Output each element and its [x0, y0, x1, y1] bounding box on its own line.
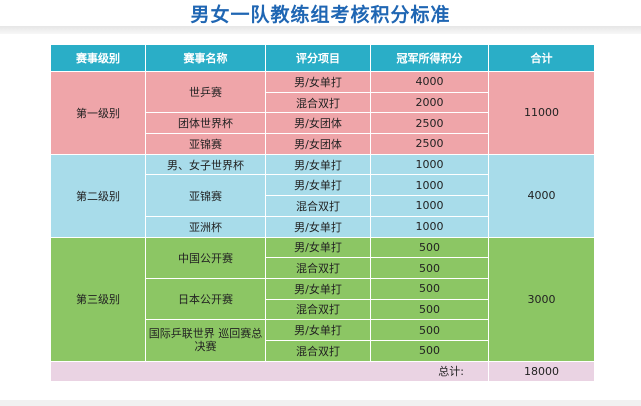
header-total: 合计 [488, 44, 595, 72]
subtotal-cell: 4000 [488, 153, 595, 238]
item-cell: 男/女单打 [265, 236, 371, 259]
event-cell: 世乒赛 [145, 70, 266, 114]
event-cell: 男、女子世界杯 [145, 153, 266, 176]
item-cell: 男/女单打 [265, 319, 371, 341]
points-cell: 2500 [370, 133, 489, 155]
points-cell: 2000 [370, 91, 489, 114]
table-row: 第三级别 中国公开赛 男/女单打 500 3000 [50, 236, 595, 362]
bottom-band [0, 400, 641, 406]
header-points: 冠军所得积分 [370, 44, 489, 72]
points-cell: 500 [370, 277, 489, 300]
points-cell: 2500 [370, 112, 489, 135]
points-cell: 1000 [370, 153, 489, 176]
level-cell: 第二级别 [50, 153, 146, 238]
item-cell: 混合双打 [265, 298, 371, 321]
event-cell: 国际乒联世界 巡回赛总决赛 [145, 319, 266, 362]
scoring-table: 赛事级别 赛事名称 评分项目 冠军所得积分 合计 第一级别 世乒赛 男/女单打 … [50, 44, 595, 382]
total-row: 总计: 18000 [50, 360, 595, 382]
points-cell: 500 [370, 298, 489, 321]
item-cell: 男/女单打 [265, 277, 371, 300]
event-cell: 团体世界杯 [145, 112, 266, 135]
event-cell: 亚洲杯 [145, 215, 266, 238]
table-header-row: 赛事级别 赛事名称 评分项目 冠军所得积分 合计 [50, 44, 595, 72]
header-item: 评分项目 [265, 44, 371, 72]
points-cell: 500 [370, 236, 489, 259]
item-cell: 男/女团体 [265, 112, 371, 135]
item-cell: 混合双打 [265, 257, 371, 279]
table-row: 第一级别 世乒赛 男/女单打 4000 11000 [50, 70, 595, 155]
item-cell: 男/女单打 [265, 71, 371, 93]
level-cell: 第一级别 [50, 71, 146, 155]
points-cell: 4000 [370, 71, 489, 93]
subtotal-cell: 11000 [488, 71, 595, 155]
subtotal-cell: 3000 [488, 236, 595, 362]
header-event: 赛事名称 [145, 44, 266, 72]
table-row: 第二级别 男、女子世界杯 男/女单打 1000 4000 [50, 153, 595, 238]
item-cell: 男/女团体 [265, 133, 371, 155]
table-row: 日本公开赛 男/女单打 500 [50, 277, 595, 321]
points-cell: 1000 [370, 195, 489, 217]
event-cell: 中国公开赛 [145, 236, 266, 279]
table-row: 亚锦赛 男/女单打 1000 [50, 174, 595, 217]
event-cell: 亚锦赛 [145, 133, 266, 155]
item-cell: 男/女单打 [265, 215, 371, 238]
item-cell: 混合双打 [265, 195, 371, 217]
header-level: 赛事级别 [50, 44, 146, 72]
level-cell: 第三级别 [50, 236, 146, 362]
total-value: 18000 [488, 360, 595, 382]
item-cell: 混合双打 [265, 91, 371, 114]
points-cell: 500 [370, 257, 489, 279]
total-label: 总计: [50, 360, 489, 382]
event-cell: 日本公开赛 [145, 277, 266, 321]
points-cell: 500 [370, 339, 489, 362]
points-cell: 500 [370, 319, 489, 341]
points-cell: 1000 [370, 174, 489, 197]
item-cell: 男/女单打 [265, 153, 371, 176]
title-underline-band [0, 26, 641, 34]
points-cell: 1000 [370, 215, 489, 238]
table-row: 国际乒联世界 巡回赛总决赛 男/女单打 500 [50, 319, 595, 362]
item-cell: 混合双打 [265, 339, 371, 362]
table-row: 亚锦赛 男/女团体 2500 [50, 133, 595, 155]
event-cell: 亚锦赛 [145, 174, 266, 217]
page-title: 男女一队教练组考核积分标准 [190, 4, 451, 26]
item-cell: 男/女单打 [265, 174, 371, 197]
